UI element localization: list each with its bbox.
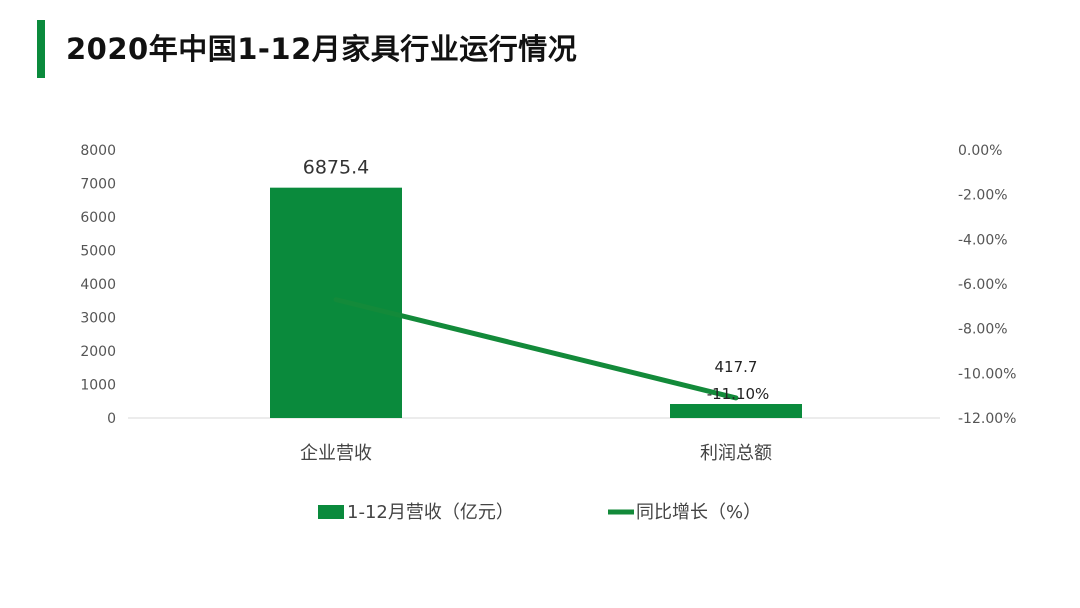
y-left-tick-label: 6000	[80, 210, 116, 226]
bar-data-label: 6875.4	[303, 157, 369, 179]
bar	[670, 404, 802, 418]
y-left-tick-label: 8000	[80, 143, 116, 159]
y-right-tick-label: -10.00%	[958, 366, 1016, 382]
title-accent-bar	[37, 20, 45, 78]
y-left-tick-label: 4000	[80, 277, 116, 293]
y-right-tick-label: -12.00%	[958, 411, 1016, 427]
y-left-tick-label: 3000	[80, 311, 116, 327]
bar	[270, 187, 402, 418]
y-right-tick-label: -6.00%	[958, 277, 1008, 293]
y-right-tick-label: -8.00%	[958, 322, 1008, 338]
bar-data-label: 417.7	[715, 358, 758, 376]
line-data-label: -11.10%	[707, 385, 770, 403]
y-left-tick-label: 0	[107, 411, 116, 427]
y-right-tick-label: -4.00%	[958, 232, 1008, 248]
category-label: 利润总额	[700, 443, 772, 464]
legend-bar-label: 1-12月营收（亿元）	[347, 502, 514, 523]
y-left-tick-label: 5000	[80, 244, 116, 260]
y-right-tick-label: 0.00%	[958, 143, 1002, 159]
page-title: 2020年中国1-12月家具行业运行情况	[66, 32, 578, 66]
y-left-tick-label: 1000	[80, 378, 116, 394]
legend-line-label: 同比增长（%）	[636, 502, 761, 523]
category-label: 企业营收	[300, 443, 372, 464]
y-left-tick-label: 7000	[80, 177, 116, 193]
y-left-tick-label: 2000	[80, 344, 116, 360]
y-right-tick-label: -2.00%	[958, 188, 1008, 204]
growth-line	[333, 297, 739, 401]
legend-bar-swatch	[318, 505, 344, 519]
